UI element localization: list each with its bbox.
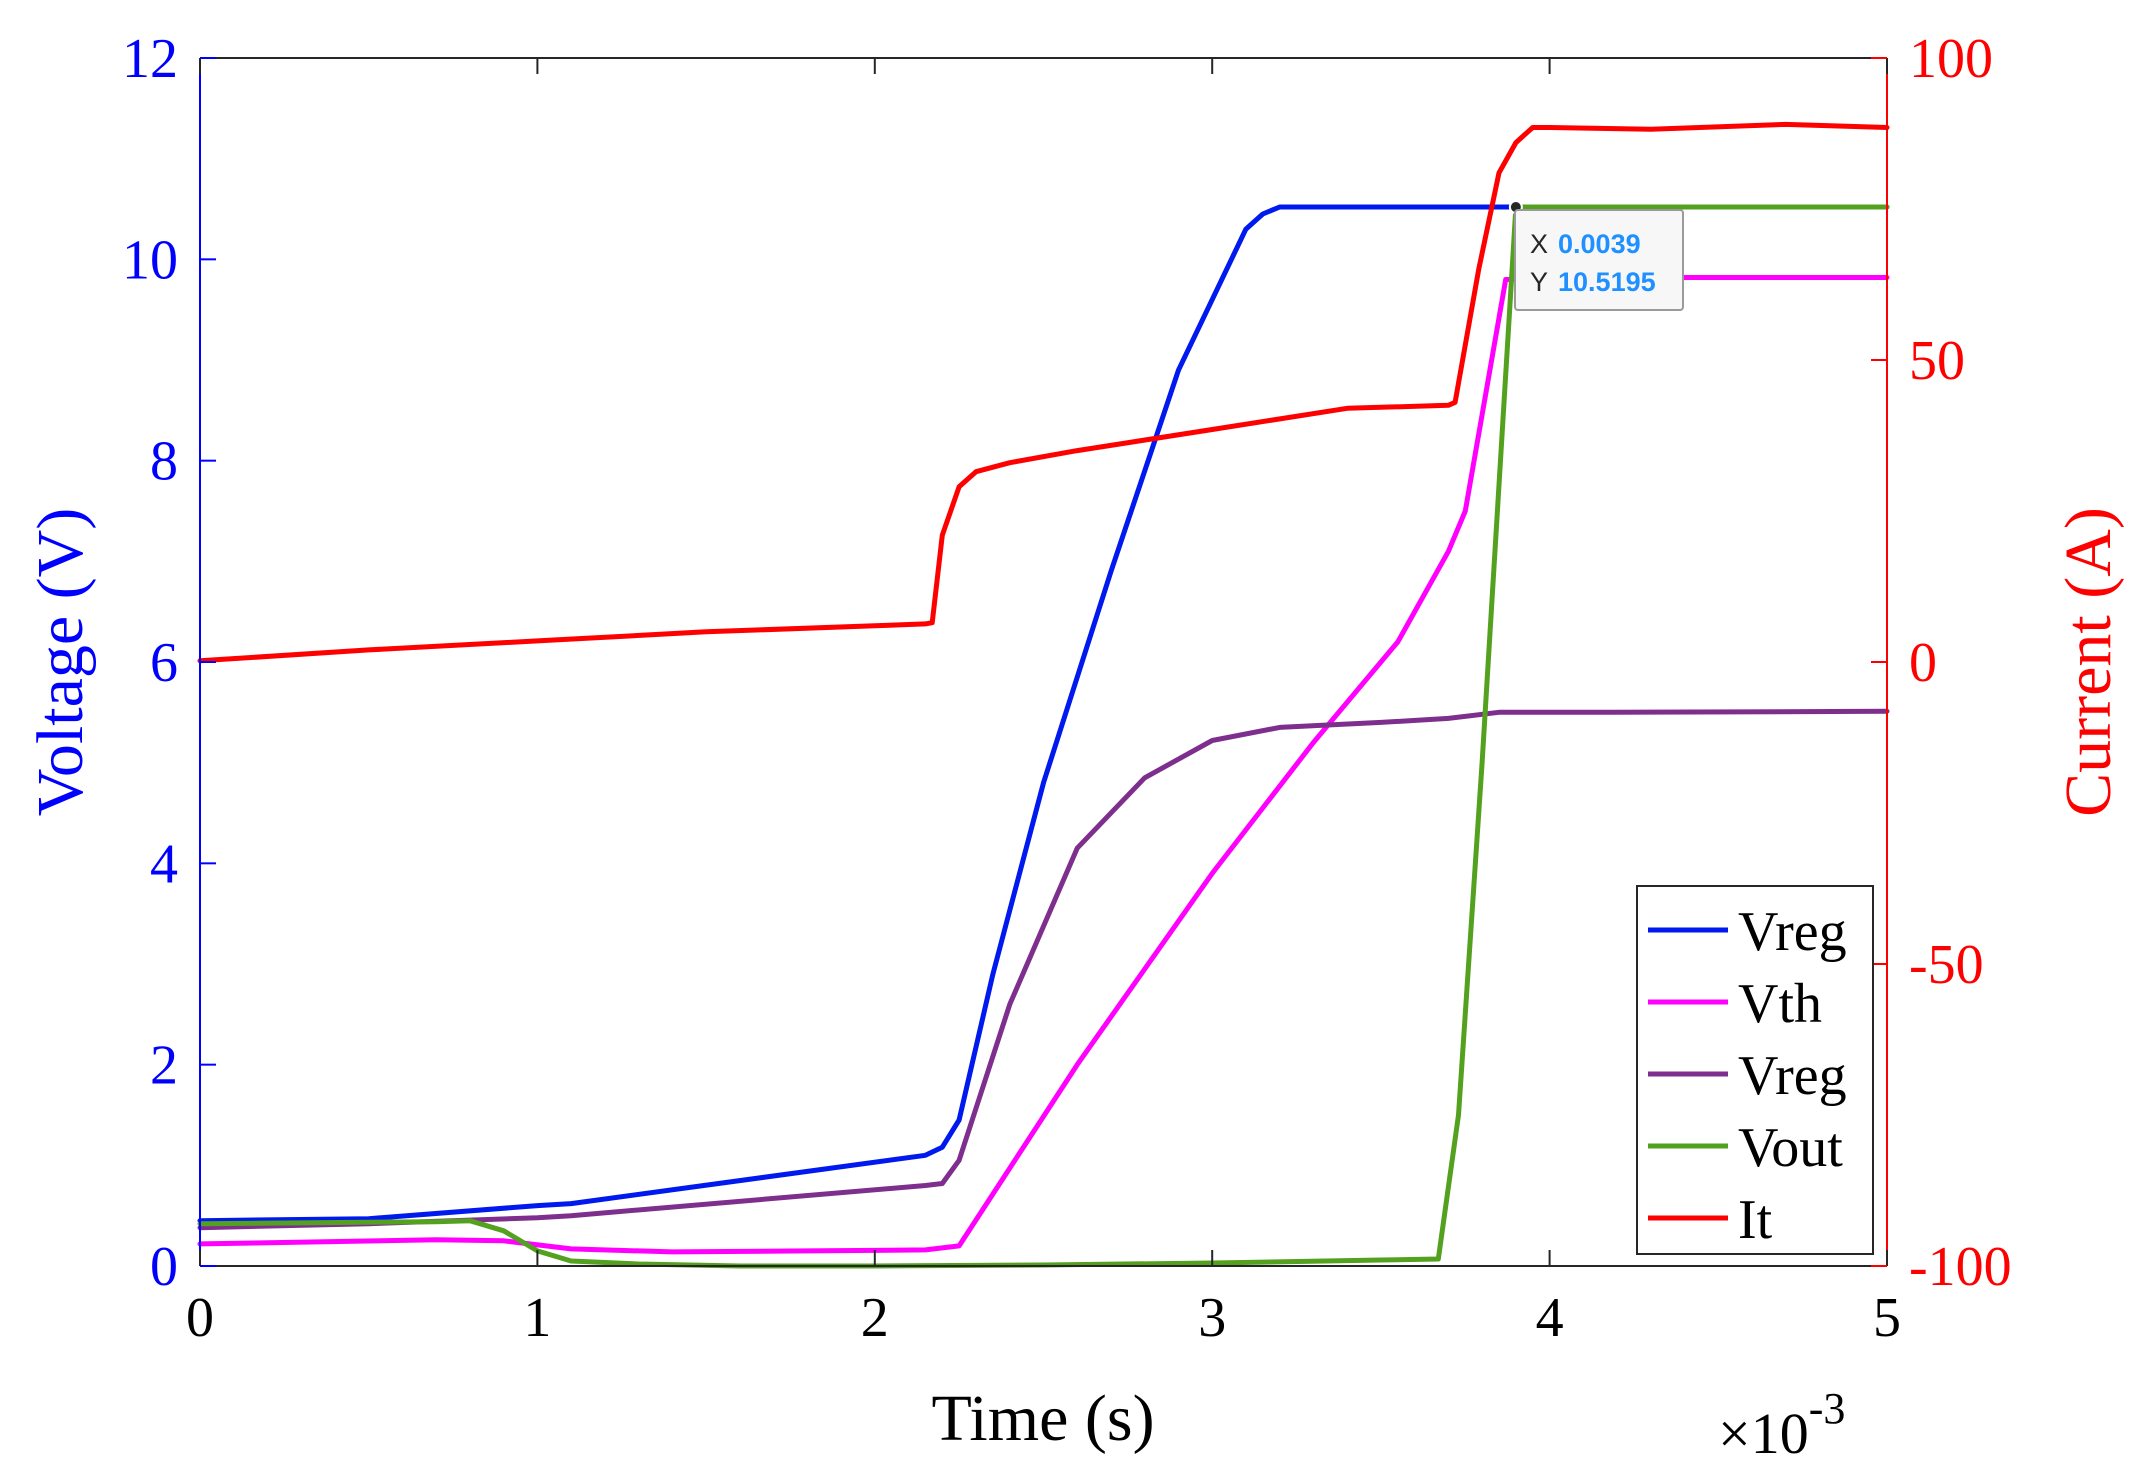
series-line-vreg-3 [197,708,1890,1231]
right-y-tick-label: 0 [1909,632,1937,694]
x-tick-label: 0 [186,1287,214,1349]
x-tick-label: 4 [1536,1287,1564,1349]
right-y-tick-label: 100 [1909,28,1993,90]
datatip-x-row: X 0.0039 [1530,229,1641,259]
left-y-tick-label: 4 [150,833,178,895]
legend-label-1: Vreg [1738,901,1847,963]
legend-label-2: Vth [1738,973,1822,1035]
left-y-tick-label: 2 [150,1035,178,1097]
left-y-tick-label: 8 [150,431,178,493]
datatip-y-row: Y 10.5195 [1530,267,1656,297]
left-y-tick-label: 6 [150,632,178,694]
right-y-axis-label: Current (A) [2052,507,2125,817]
x-tick-label: 2 [861,1287,889,1349]
left-y-tick-label: 0 [150,1236,178,1298]
x-axis-label: Time (s) [931,1382,1154,1455]
datatip-y-value: 10.5195 [1558,267,1656,297]
series-line-vth-2 [197,275,1890,1255]
x-multiplier-label: ×10-3 [1718,1384,1845,1466]
legend-box [1636,885,1874,1255]
x-tick-label: 5 [1873,1287,1901,1349]
datatip-x-value: 0.0039 [1558,229,1641,259]
series-line-vreg-1 [197,204,1890,1224]
datatip[interactable]: X 0.0039 Y 10.5195 [1508,200,1684,311]
series-line-it-5 [197,121,1890,664]
right-y-tick-label: -50 [1909,934,1984,996]
legend-label-3: Vreg [1738,1045,1847,1107]
right-y-tick-label: 50 [1909,330,1965,392]
right-y-tick-label: -100 [1909,1236,2012,1298]
datatip-box [1514,209,1684,311]
x-tick-label: 3 [1198,1287,1226,1349]
left-y-tick-label: 12 [122,28,178,90]
legend-label-5: It [1738,1189,1773,1251]
left-y-axis-label: Voltage (V) [24,508,97,817]
legend: Vreg Vth Vreg Vout It [1636,885,1874,1255]
x-tick-label: 1 [523,1287,551,1349]
left-y-tick-label: 10 [122,229,178,291]
x-multiplier-exponent: -3 [1809,1384,1846,1433]
legend-label-4: Vout [1738,1117,1843,1179]
